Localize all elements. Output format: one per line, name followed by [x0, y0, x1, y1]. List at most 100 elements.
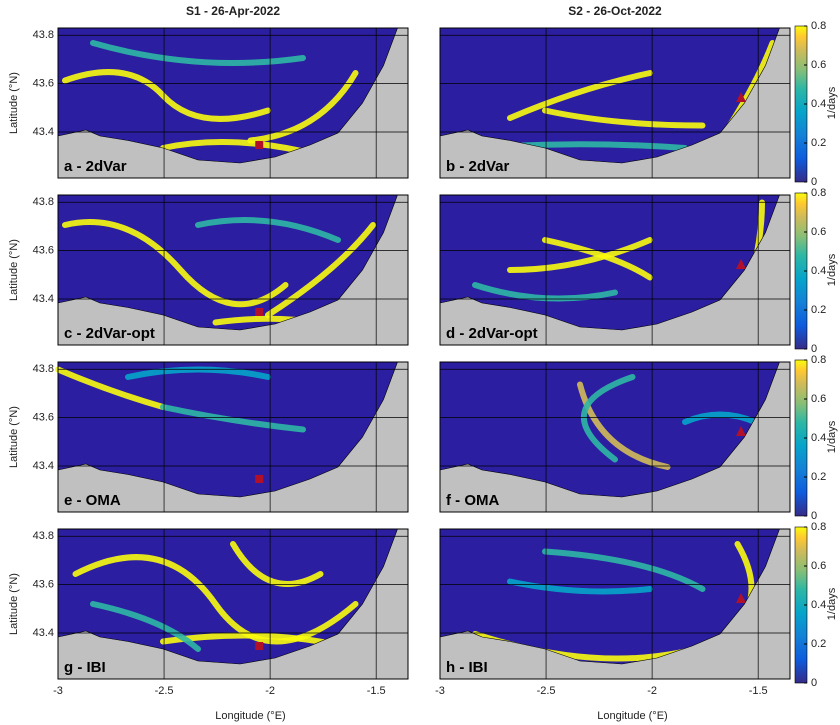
x-tick-label: -2: [647, 685, 657, 697]
x-tick-label: -3: [435, 685, 445, 697]
colorbar-tick-label: 0.4: [811, 599, 826, 611]
x-tick-label: -2.5: [537, 685, 556, 697]
colorbar-label: 1/days: [826, 253, 838, 286]
column-title: S1 - 26-Apr-2022: [186, 4, 280, 18]
x-axis-label: Longitude (°E): [597, 710, 667, 722]
streak: [682, 411, 758, 425]
y-tick-label: 43.4: [33, 460, 54, 472]
streak: [542, 107, 706, 129]
colorbar-tick-label: 0.8: [811, 20, 826, 32]
colorbar-tick-label: 0.2: [811, 471, 826, 483]
panel-label: b - 2dVar: [446, 158, 510, 175]
x-tick-label: -2.5: [155, 685, 174, 697]
y-tick-label: 43.6: [33, 78, 54, 90]
panel-label: h - IBI: [446, 659, 488, 676]
colorbar-tick-label: 0: [811, 343, 817, 355]
panel-frame: [57, 528, 409, 680]
panel-frame: [439, 361, 791, 513]
panel-label: c - 2dVar-opt: [64, 325, 155, 342]
station-marker: [255, 141, 264, 149]
colorbar-tick-label: 0.4: [811, 432, 826, 444]
panel-frame: [439, 194, 791, 346]
streak: [247, 70, 359, 144]
streak: [580, 374, 636, 463]
streak: [265, 222, 376, 318]
colorbar-tick-label: 0.8: [811, 521, 826, 533]
y-tick-label: 43.8: [33, 530, 54, 542]
colorbar-label: 1/days: [826, 86, 838, 119]
y-axis-label: Latitude (°N): [8, 573, 20, 635]
x-axis-label: Longitude (°E): [215, 710, 285, 722]
y-tick-label: 43.4: [33, 627, 54, 639]
y-tick-label: 43.8: [33, 29, 54, 41]
streak: [577, 381, 671, 470]
panel-label: g - IBI: [64, 659, 106, 676]
streak: [160, 404, 306, 433]
station-marker: [255, 642, 264, 650]
streak: [542, 548, 706, 592]
colorbar-label: 1/days: [826, 420, 838, 453]
panel-frame: [439, 528, 791, 680]
panel-label: d - 2dVar-opt: [446, 325, 538, 342]
panel-label: e - OMA: [64, 492, 121, 509]
panel-frame: [57, 194, 409, 346]
map-panel: d - 2dVar-opt: [439, 194, 791, 346]
streak: [507, 237, 653, 273]
colorbar-tick-label: 0.2: [811, 638, 826, 650]
station-marker: [736, 259, 746, 269]
colorbar-tick-label: 0.6: [811, 59, 826, 71]
streak: [90, 40, 306, 66]
colorbar-label: 1/days: [826, 587, 838, 620]
y-tick-label: 43.6: [33, 579, 54, 591]
colorbar-tick-label: 0.4: [811, 265, 826, 277]
streak: [195, 217, 341, 243]
streak: [72, 554, 359, 645]
y-tick-label: 43.4: [33, 293, 54, 305]
streak: [507, 70, 653, 121]
colorbar-tick-label: 0.6: [811, 226, 826, 238]
streak: [472, 282, 618, 302]
colorbar-tick-label: 0.2: [811, 137, 826, 149]
map-panel: 43.4 43.6 43.8 c - 2dVar-opt: [33, 194, 409, 346]
panel-frame: [439, 27, 791, 179]
map-panel: -3 -2.5 -2 -1.5 43.4 43.6 43.8 g - IBI: [33, 528, 409, 697]
map-panel: -3 -2.5 -2 -1.5 h - IBI: [435, 528, 791, 697]
panel-frame: [57, 27, 409, 179]
station-marker: [736, 593, 746, 603]
station-marker: [736, 426, 746, 436]
y-tick-label: 43.6: [33, 412, 54, 424]
colorbar-tick-label: 0: [811, 176, 817, 188]
colorbar-tick-label: 0: [811, 510, 817, 522]
streak: [62, 69, 271, 122]
panel-label: a - 2dVar: [64, 158, 127, 175]
x-tick-label: -2: [265, 685, 275, 697]
colorbar-tick-label: 0.4: [811, 98, 826, 110]
y-axis-label: Latitude (°N): [8, 72, 20, 134]
colorbar-tick-label: 0: [811, 677, 817, 689]
y-axis-label: Latitude (°N): [8, 406, 20, 468]
column-title: S2 - 26-Oct-2022: [568, 4, 662, 18]
y-axis-label: Latitude (°N): [8, 239, 20, 301]
map-panel: b - 2dVar: [439, 27, 791, 179]
colorbar-tick-label: 0.6: [811, 393, 826, 405]
y-tick-label: 43.6: [33, 245, 54, 257]
streak: [62, 219, 289, 308]
streak: [230, 541, 324, 587]
panel-frame: [57, 361, 409, 513]
x-tick-label: -1.5: [749, 685, 768, 697]
station-marker: [255, 308, 264, 316]
x-tick-label: -3: [53, 685, 63, 697]
station-marker: [255, 475, 264, 483]
colorbar-tick-label: 0.8: [811, 187, 826, 199]
colorbar-tick-label: 0.8: [811, 354, 826, 366]
streak: [90, 601, 201, 652]
map-panel: 43.4 43.6 43.8 a - 2dVar: [33, 27, 409, 179]
station-marker: [736, 92, 746, 102]
map-panel: 43.4 43.6 43.8 e - OMA: [33, 361, 409, 513]
y-tick-label: 43.8: [33, 196, 54, 208]
streak: [55, 366, 166, 410]
panel-label: f - OMA: [446, 492, 499, 509]
x-tick-label: -1.5: [367, 685, 386, 697]
